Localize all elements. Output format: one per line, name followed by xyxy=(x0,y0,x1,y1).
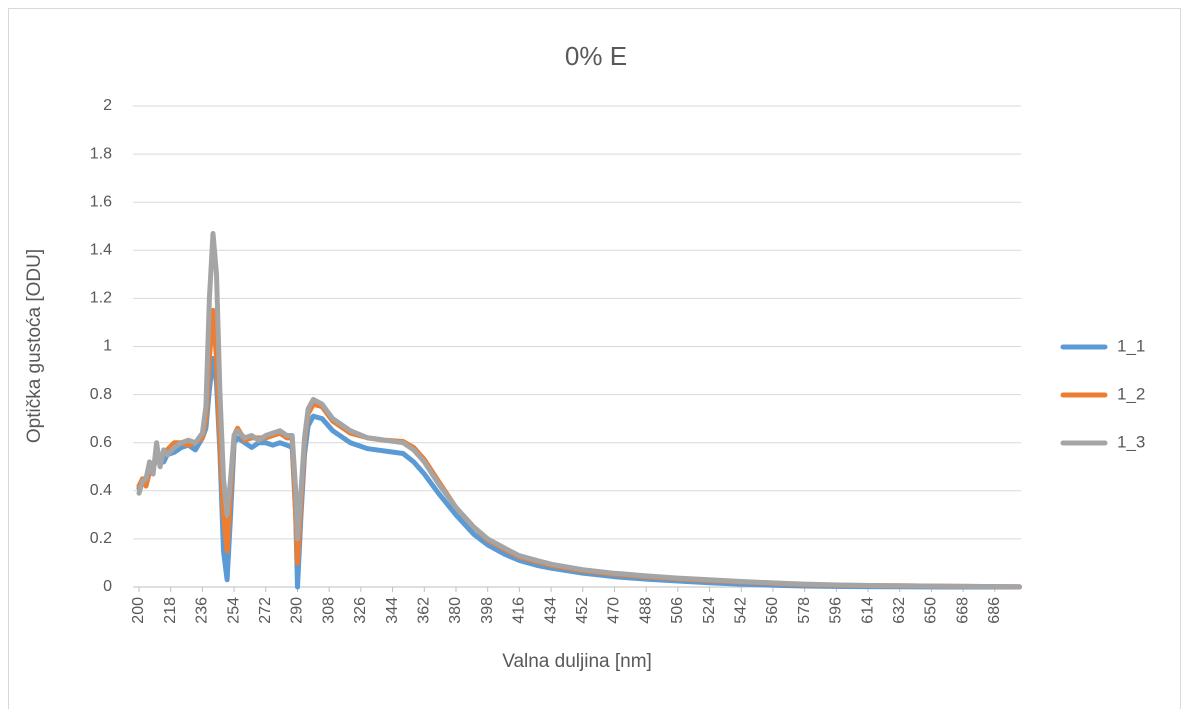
x-tick-label: 524 xyxy=(701,597,718,624)
y-axis-title: Optička gustoća [ODU] xyxy=(24,249,45,443)
x-tick-label: 452 xyxy=(574,597,591,624)
x-tick-label: 416 xyxy=(511,597,528,624)
y-tick-label: 0.8 xyxy=(90,386,112,403)
x-tick-label: 398 xyxy=(479,597,496,624)
x-tick-label: 236 xyxy=(194,597,211,624)
x-tick-label: 470 xyxy=(606,597,623,624)
y-tick-label: 1.6 xyxy=(90,193,112,210)
x-tick-label: 326 xyxy=(352,597,369,624)
x-tick-label: 542 xyxy=(732,597,749,624)
legend-label: 1_2 xyxy=(1117,384,1145,403)
x-tick-label: 488 xyxy=(637,597,654,624)
y-tick-label: 0.4 xyxy=(90,482,112,499)
chart-title: 0% E xyxy=(565,41,627,71)
x-tick-label: 686 xyxy=(986,597,1003,624)
x-tick-label: 506 xyxy=(669,597,686,624)
chart-border xyxy=(8,8,1181,709)
x-tick-label: 380 xyxy=(447,597,464,624)
x-tick-label: 200 xyxy=(130,597,147,624)
y-tick-label: 1 xyxy=(103,338,112,355)
y-tick-label: 1.2 xyxy=(90,290,112,307)
x-tick-label: 596 xyxy=(828,597,845,624)
legend-label: 1_3 xyxy=(1117,432,1145,451)
y-tick-label: 0 xyxy=(103,578,112,595)
x-tick-label: 614 xyxy=(859,597,876,624)
x-tick-label: 632 xyxy=(891,597,908,624)
x-tick-label: 668 xyxy=(954,597,971,624)
x-tick-label: 560 xyxy=(764,597,781,624)
x-tick-label: 434 xyxy=(542,597,559,624)
x-tick-label: 218 xyxy=(162,597,179,624)
x-tick-label: 272 xyxy=(257,597,274,624)
x-tick-label: 344 xyxy=(384,597,401,624)
y-tick-label: 0.6 xyxy=(90,434,112,451)
x-tick-label: 254 xyxy=(225,597,242,624)
y-tick-label: 2 xyxy=(103,97,112,114)
y-tick-label: 1.4 xyxy=(90,242,112,259)
x-tick-label: 362 xyxy=(416,597,433,624)
x-tick-label: 578 xyxy=(796,597,813,624)
x-tick-label: 650 xyxy=(923,597,940,624)
y-tick-label: 1.8 xyxy=(90,145,112,162)
x-axis-title: Valna duljina [nm] xyxy=(502,651,652,672)
legend-label: 1_1 xyxy=(1117,336,1145,355)
x-tick-label: 290 xyxy=(289,597,306,624)
y-tick-label: 0.2 xyxy=(90,530,112,547)
series-line xyxy=(136,231,1022,590)
x-tick-label: 308 xyxy=(320,597,337,624)
